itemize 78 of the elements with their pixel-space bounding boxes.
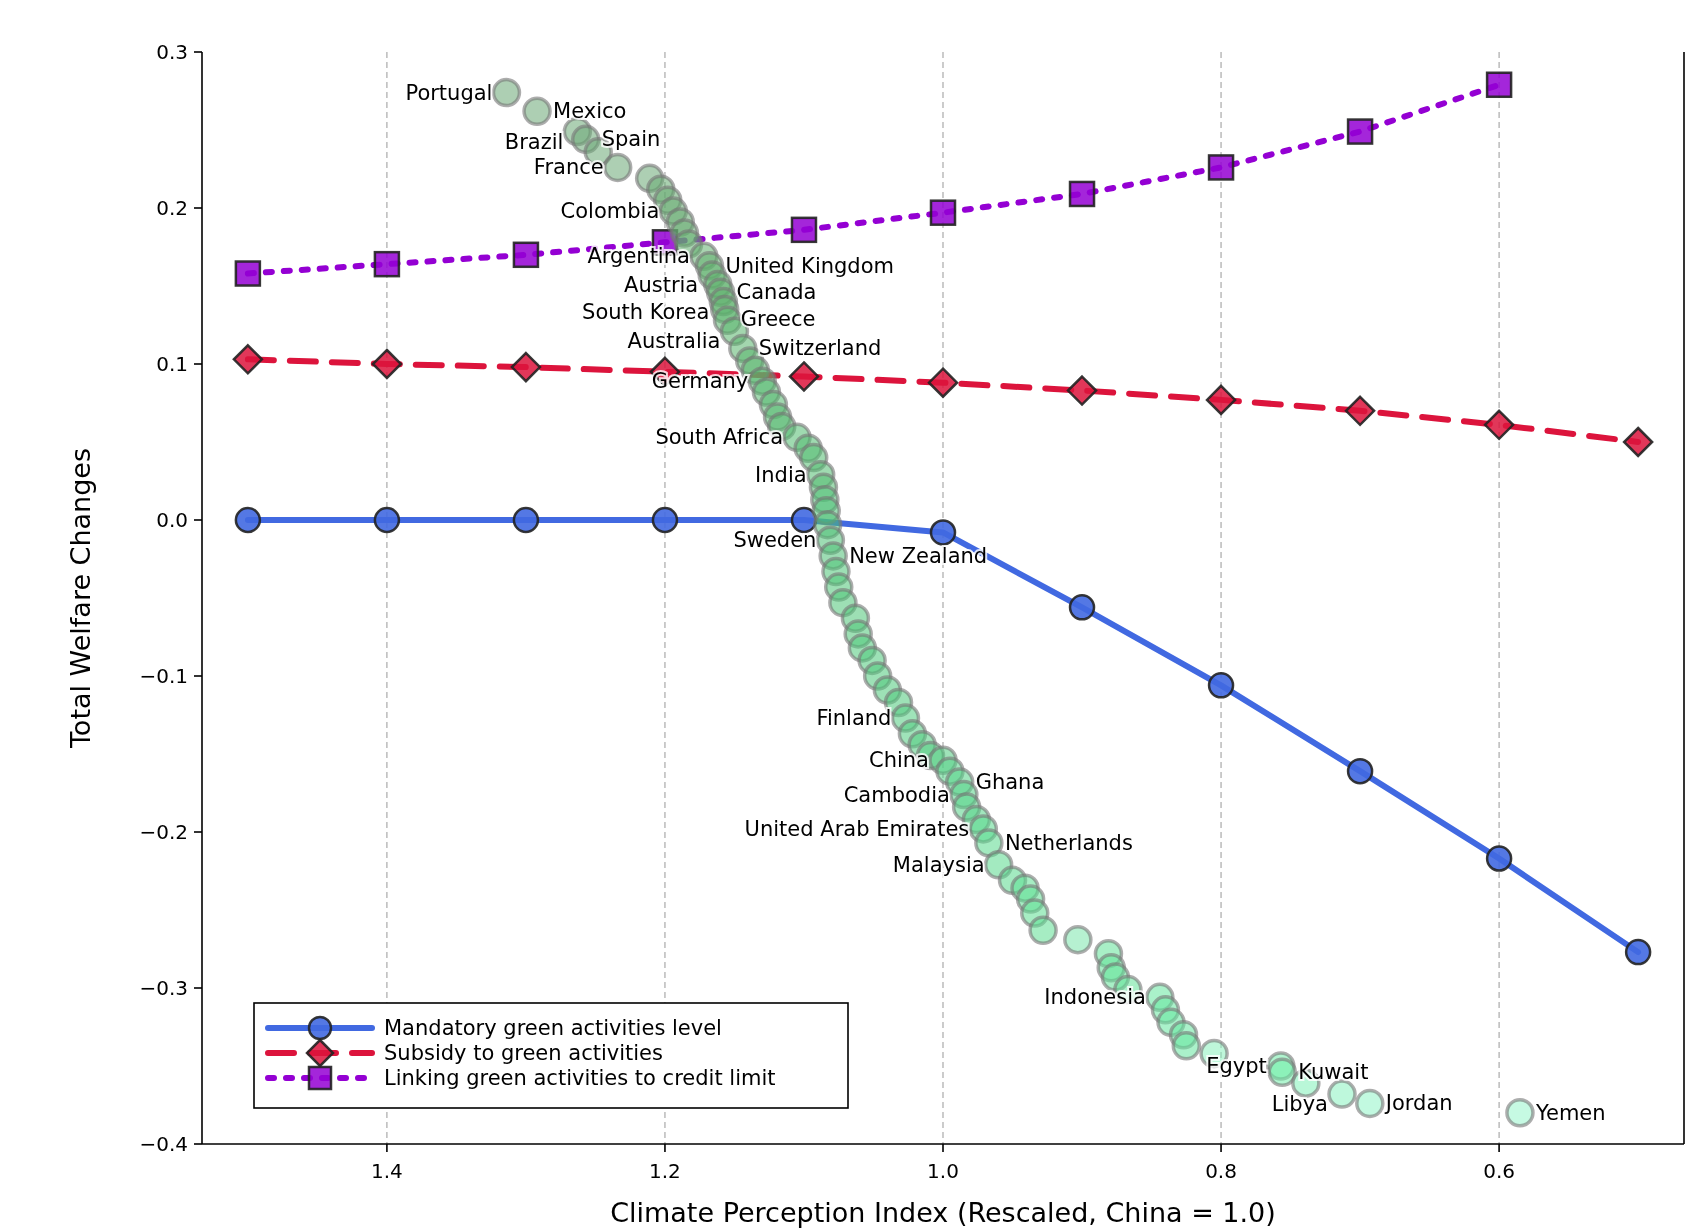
annotation: United Arab Emirates (744, 816, 970, 841)
point (929, 519, 957, 546)
annotation: Mexico (553, 99, 627, 124)
point (512, 506, 540, 534)
y-tick-label: 0.3 (156, 40, 188, 64)
annotation: Libya (1271, 1092, 1328, 1117)
annotation: Australia (627, 329, 721, 354)
x-tick-label: 1.2 (649, 1159, 681, 1183)
annotation: India (755, 462, 807, 487)
annotation: Greece (740, 307, 816, 332)
point (1483, 409, 1515, 441)
annotation: Jordan (1383, 1091, 1453, 1116)
annotation: Yemen (1534, 1100, 1606, 1125)
x-tick-label: 1.4 (371, 1159, 403, 1183)
y-tick-label: −0.4 (139, 1132, 188, 1156)
y-axis-title: Total Welfare Changes (65, 447, 96, 750)
legend-label: Linking green activities to credit limit (384, 1066, 776, 1090)
y-tick-label: −0.2 (139, 820, 188, 844)
annotation: China (869, 748, 929, 773)
annotation: France (533, 155, 604, 180)
annotation: Argentina (587, 244, 690, 269)
annotation: Malaysia (892, 852, 985, 877)
y-tick-label: 0.0 (156, 508, 188, 532)
point (1207, 672, 1235, 699)
y-tick-label: 0.1 (156, 352, 188, 376)
annotation: Spain (601, 127, 661, 152)
y-tick-label: 0.2 (156, 196, 188, 220)
x-tick-label: 1.0 (927, 1159, 959, 1183)
point (1622, 426, 1654, 458)
point (929, 199, 957, 226)
point (1068, 594, 1096, 621)
point (371, 348, 403, 380)
point (651, 506, 679, 534)
annotation: Sweden (733, 528, 817, 553)
annotation: Brazil (504, 129, 564, 154)
y-tick-label: −0.3 (139, 976, 188, 1000)
annotation: South Korea (582, 299, 710, 324)
point (1485, 71, 1513, 99)
annotation: Austria (624, 273, 699, 298)
point (1485, 845, 1513, 872)
point (510, 351, 542, 383)
x-tick-label: 0.8 (1205, 1159, 1237, 1183)
point (1205, 384, 1237, 416)
x-axis-title: Climate Perception Index (Rescaled, China = 1.0) (610, 1197, 1276, 1228)
point (232, 344, 264, 375)
point (234, 260, 262, 287)
annotation: Cambodia (843, 782, 950, 807)
annotation: South Africa (655, 425, 784, 450)
point (1207, 154, 1235, 181)
point (1624, 938, 1652, 966)
legend-label: Subsidy to green activities (384, 1041, 663, 1065)
point (788, 361, 820, 392)
point (790, 216, 818, 244)
y-tick-label: −0.1 (139, 664, 188, 688)
point (1344, 395, 1376, 427)
point (234, 506, 262, 534)
annotation: Canada (736, 280, 817, 305)
point (512, 241, 540, 269)
annotation: Netherlands (1004, 830, 1133, 855)
legend-label: Mandatory green activities level (384, 1016, 722, 1040)
point (1068, 180, 1096, 208)
annotation: Kuwait (1298, 1060, 1369, 1085)
annotation: Portugal (405, 80, 493, 105)
annotation: Finland (816, 706, 892, 731)
annotation: United Kingdom (725, 253, 894, 278)
annotation: Ghana (975, 770, 1045, 795)
annotation: Colombia (560, 199, 660, 224)
point (1066, 375, 1098, 406)
annotation: Indonesia (1044, 985, 1146, 1010)
annotation: New Zealand (849, 543, 988, 568)
annotation: Switzerland (758, 336, 882, 361)
annotation: Egypt (1206, 1054, 1267, 1078)
point (373, 506, 401, 534)
x-tick-label: 0.6 (1483, 1159, 1515, 1183)
point (927, 367, 959, 398)
point (373, 250, 401, 278)
point (1346, 118, 1374, 145)
point (1346, 757, 1374, 785)
